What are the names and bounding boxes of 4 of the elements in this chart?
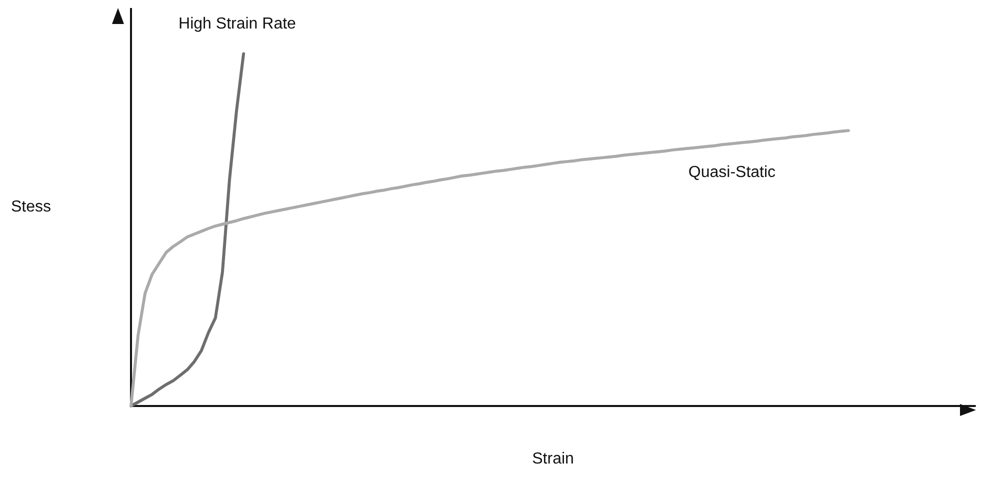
y-axis-title: Stess	[11, 198, 52, 216]
series-label: Quasi-Static	[688, 164, 776, 182]
series-label: High Strain Rate	[178, 15, 296, 32]
x-axis-title: Strain	[532, 450, 574, 468]
